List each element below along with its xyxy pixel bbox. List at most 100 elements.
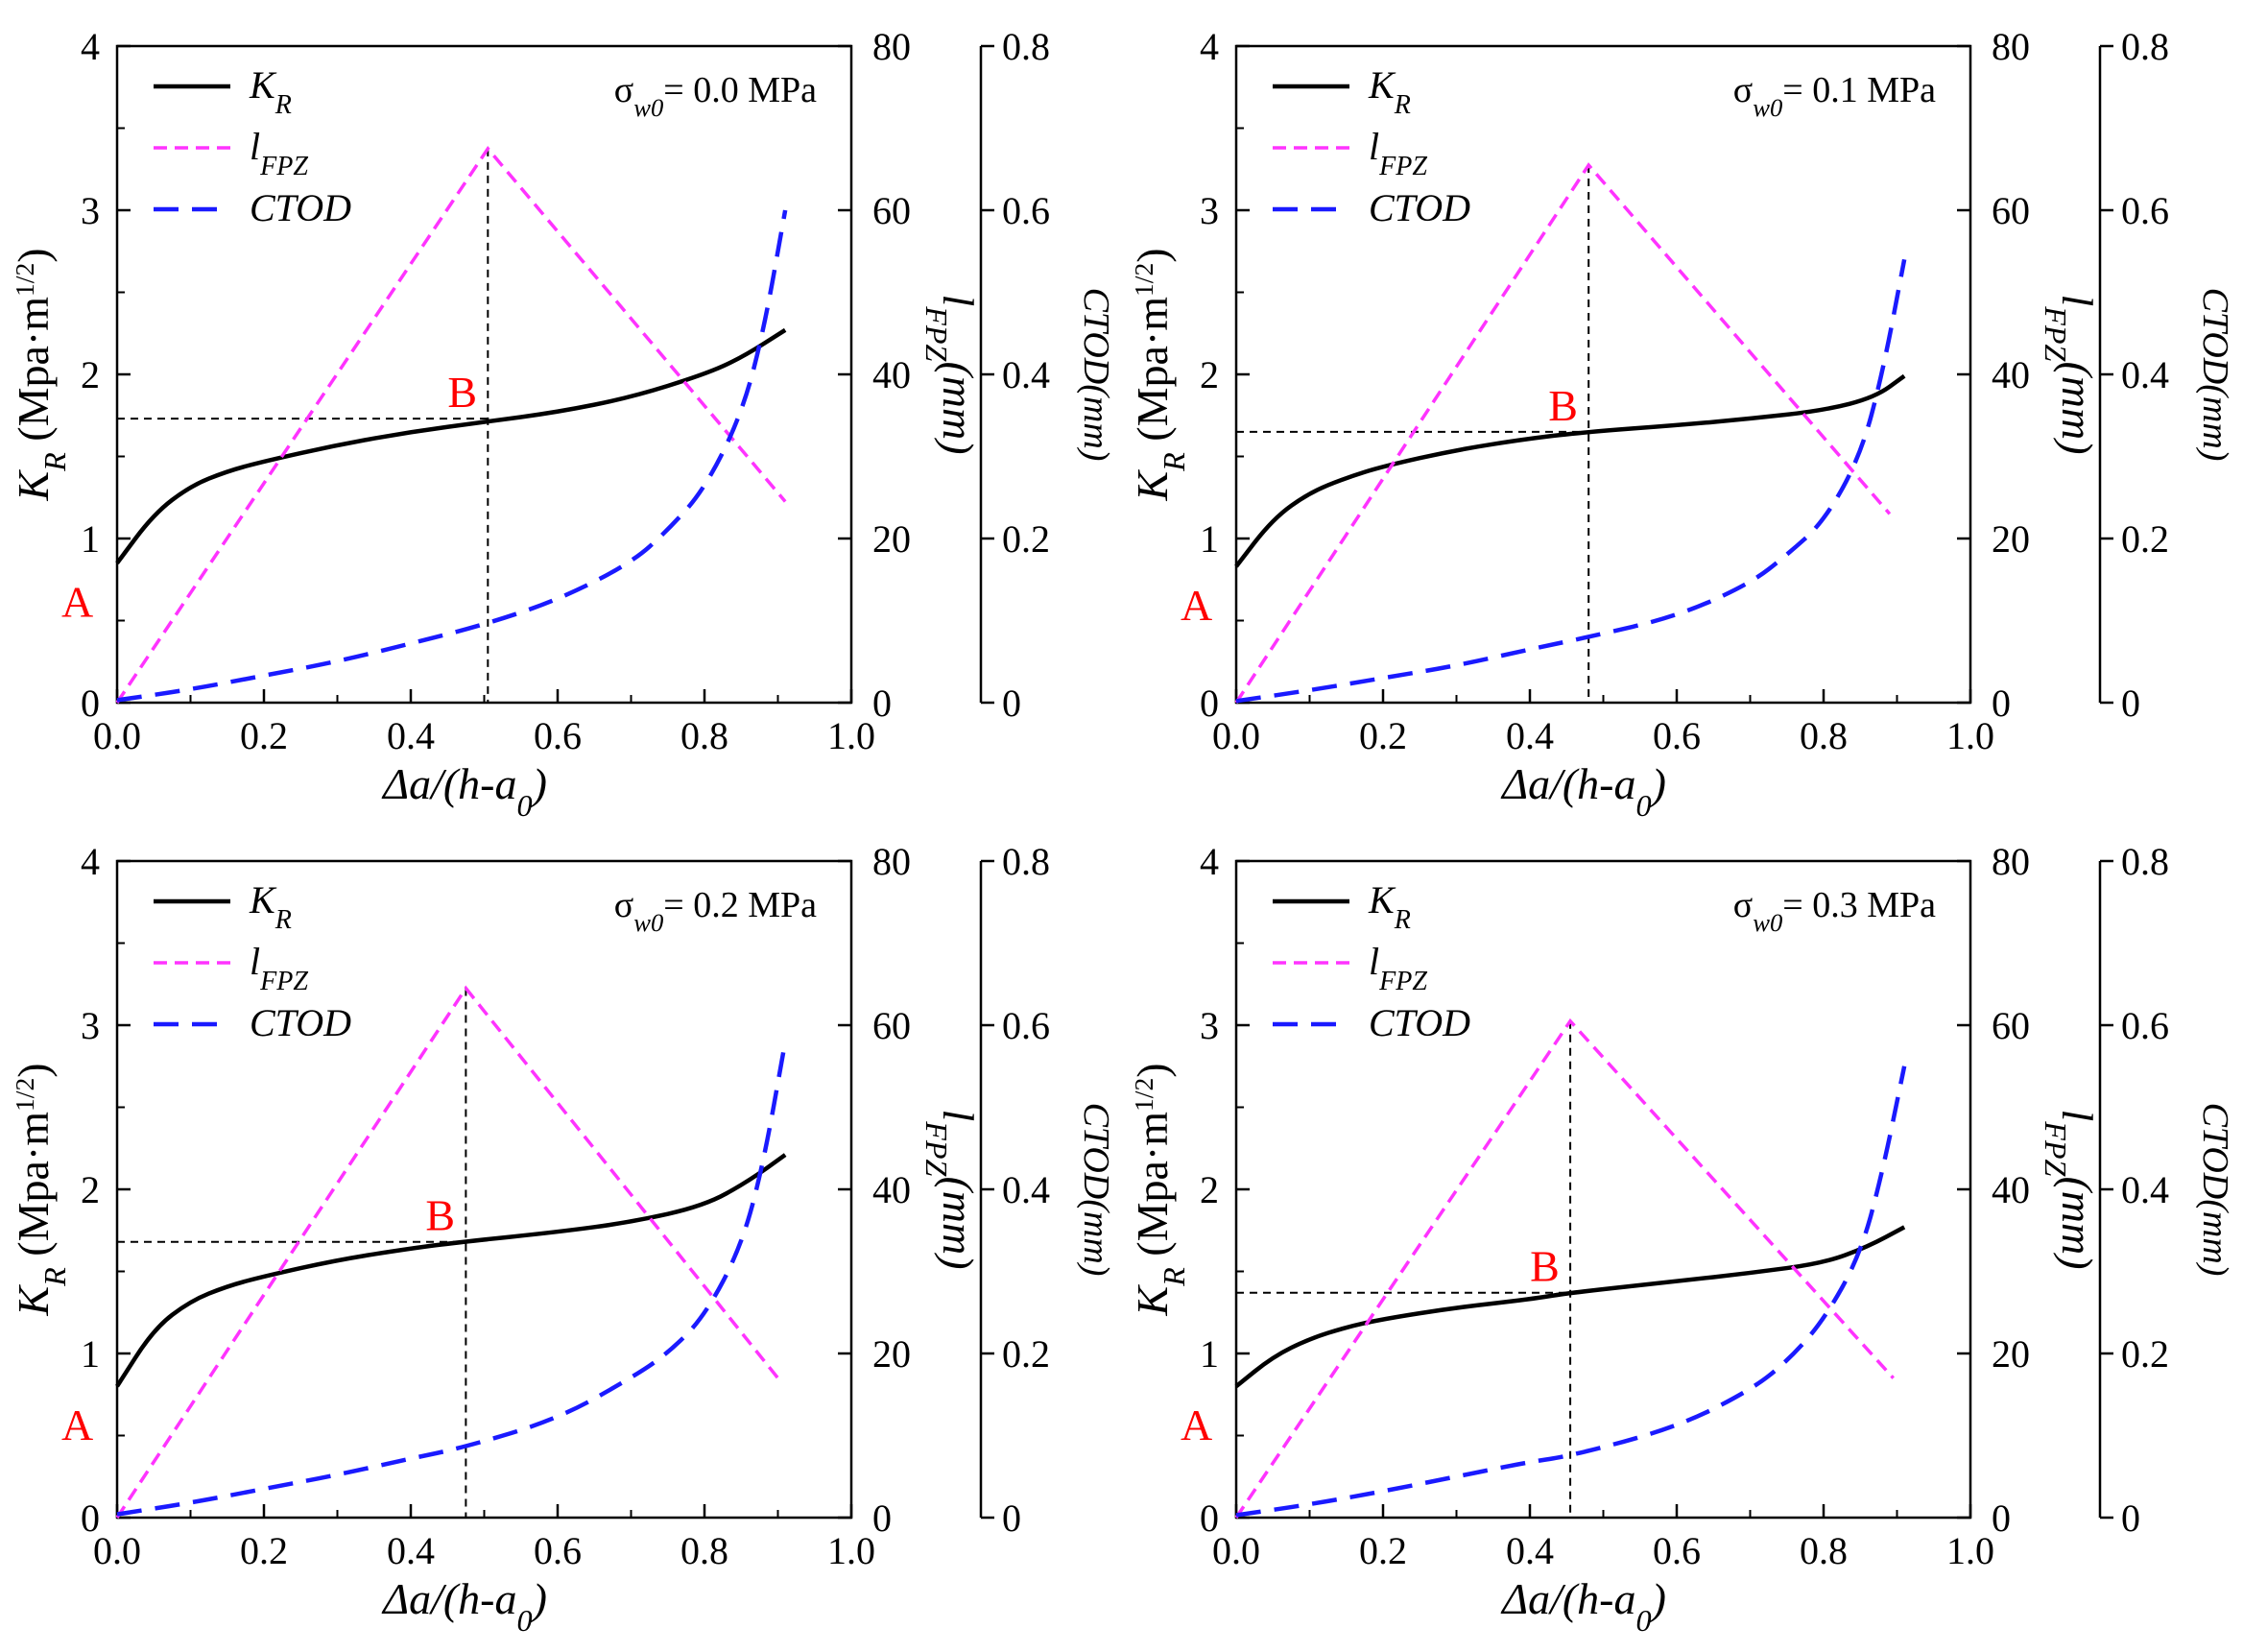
x-tick-label: 1.0 bbox=[1946, 1529, 1994, 1572]
x-tick-label: 0.0 bbox=[1212, 714, 1260, 757]
x-axis-title: Δa/(h-a0) bbox=[1500, 1574, 1666, 1638]
y2-tick-label: 60 bbox=[1992, 189, 2030, 232]
series-lfpz-line bbox=[115, 985, 779, 1519]
point-b-label: B bbox=[1548, 381, 1578, 430]
y-tick-label: 1 bbox=[1200, 517, 1219, 561]
y2-tick-label: 60 bbox=[872, 1004, 911, 1047]
series-ctod-line bbox=[116, 1041, 788, 1517]
y3-tick-label: 0.8 bbox=[2121, 25, 2169, 68]
x-tick-label: 0.8 bbox=[680, 714, 728, 757]
x-tick-label: 1.0 bbox=[827, 714, 875, 757]
y3-tick-label: 0.6 bbox=[1002, 1004, 1050, 1047]
y3-tick-label: 0 bbox=[1002, 1496, 1021, 1540]
legend-ctod-label: CTOD bbox=[250, 186, 351, 229]
y-tick-label: 2 bbox=[1200, 353, 1219, 396]
y3-tick-label: 0 bbox=[2121, 682, 2140, 725]
y3-tick-label: 0.6 bbox=[2121, 189, 2169, 232]
x-tick-label: 0.0 bbox=[93, 714, 141, 757]
y-tick-label: 3 bbox=[81, 1004, 100, 1047]
y3-tick-label: 0.8 bbox=[1002, 840, 1050, 883]
y2-tick-label: 40 bbox=[1992, 1168, 2030, 1211]
ctod-axis-title: CTOD(mm) bbox=[1076, 1103, 1116, 1277]
y2-tick-label: 40 bbox=[1992, 353, 2030, 396]
y2-tick-label: 20 bbox=[872, 1332, 911, 1376]
y-tick-label: 3 bbox=[1200, 1004, 1219, 1047]
y2-tick-label: 60 bbox=[1992, 1004, 2030, 1047]
x-tick-label: 1.0 bbox=[827, 1529, 875, 1572]
x-tick-label: 0.4 bbox=[1506, 1529, 1554, 1572]
lfpz-axis-title: lFPZ(mm) bbox=[2039, 1109, 2102, 1269]
x-tick-label: 0.6 bbox=[534, 714, 582, 757]
y-tick-label: 4 bbox=[81, 25, 100, 68]
y2-tick-label: 20 bbox=[1992, 1332, 2030, 1376]
legend-kr-label: KR bbox=[1368, 878, 1411, 935]
y-tick-label: 1 bbox=[81, 1332, 100, 1376]
point-b-label: B bbox=[447, 368, 477, 417]
x-axis-title: Δa/(h-a0) bbox=[381, 759, 547, 823]
stress-annotation: σw0= 0.0 MPa bbox=[614, 70, 817, 122]
y2-tick-label: 80 bbox=[1992, 840, 2030, 883]
series-lfpz-line bbox=[1234, 162, 1892, 704]
y-tick-label: 0 bbox=[1200, 682, 1219, 725]
y-tick-label: 3 bbox=[81, 189, 100, 232]
y3-tick-label: 0 bbox=[1002, 682, 1021, 725]
legend-ctod-label: CTOD bbox=[250, 1001, 351, 1044]
y-tick-label: 0 bbox=[81, 682, 100, 725]
lfpz-axis-title: lFPZ(mm) bbox=[919, 294, 983, 454]
y3-tick-label: 0.2 bbox=[2121, 517, 2169, 561]
series-lfpz-line bbox=[1234, 1018, 1895, 1519]
y3-tick-label: 0.6 bbox=[2121, 1004, 2169, 1047]
y3-tick-label: 0.4 bbox=[1002, 353, 1050, 396]
y-tick-label: 0 bbox=[1200, 1496, 1219, 1540]
legend-lfpz-label: lFPZ bbox=[250, 125, 308, 181]
legend-ctod-label: CTOD bbox=[1369, 186, 1470, 229]
y-tick-label: 4 bbox=[1200, 840, 1219, 883]
y-tick-label: 0 bbox=[81, 1496, 100, 1540]
y2-tick-label: 20 bbox=[872, 517, 911, 561]
x-tick-label: 0.6 bbox=[1653, 714, 1701, 757]
panel-3: 0.0 0.2 0.4 0.6 0.8 1.00123402040608000.20.40… bbox=[1128, 840, 2235, 1638]
legend-lfpz-label: lFPZ bbox=[250, 940, 308, 996]
y3-tick-label: 0.4 bbox=[2121, 353, 2169, 396]
x-axis-title: Δa/(h-a0) bbox=[1500, 759, 1666, 823]
series-lfpz-line bbox=[115, 145, 787, 704]
y3-tick-label: 0.6 bbox=[1002, 189, 1050, 232]
x-tick-label: 0.4 bbox=[387, 714, 435, 757]
x-tick-label: 1.0 bbox=[1946, 714, 1994, 757]
stress-annotation: σw0= 0.1 MPa bbox=[1733, 70, 1936, 122]
y2-tick-label: 80 bbox=[872, 840, 911, 883]
y3-tick-label: 0.2 bbox=[1002, 517, 1050, 561]
series-kr-line bbox=[1234, 1225, 1906, 1388]
x-tick-label: 0.8 bbox=[680, 1529, 728, 1572]
y2-tick-label: 40 bbox=[872, 1168, 911, 1211]
x-tick-label: 0.2 bbox=[240, 1529, 288, 1572]
x-tick-label: 0.2 bbox=[240, 714, 288, 757]
y3-tick-label: 0.2 bbox=[2121, 1332, 2169, 1376]
lfpz-axis-title: lFPZ(mm) bbox=[2039, 294, 2102, 454]
series-kr-line bbox=[115, 1153, 787, 1388]
x-tick-label: 0.0 bbox=[1212, 1529, 1260, 1572]
x-axis-title: Δa/(h-a0) bbox=[381, 1574, 547, 1638]
y2-tick-label: 0 bbox=[1992, 682, 2011, 725]
ctod-axis-title: CTOD(mm) bbox=[1076, 288, 1116, 462]
y-tick-label: 1 bbox=[81, 517, 100, 561]
y3-tick-label: 0.4 bbox=[2121, 1168, 2169, 1211]
plot-frame bbox=[1234, 44, 1972, 705]
y2-tick-label: 20 bbox=[1992, 517, 2030, 561]
legend-lfpz-label: lFPZ bbox=[1369, 940, 1427, 996]
stress-annotation: σw0= 0.3 MPa bbox=[1733, 885, 1936, 937]
legend-ctod-label: CTOD bbox=[1369, 1001, 1470, 1044]
series-kr-line bbox=[1234, 373, 1906, 568]
x-tick-label: 0.2 bbox=[1359, 714, 1407, 757]
y-axis-title: KR (Mpa·m1/2) bbox=[9, 1063, 72, 1316]
point-a-label: A bbox=[61, 1401, 93, 1449]
ctod-axis-title: CTOD(mm) bbox=[2195, 1103, 2235, 1277]
y-tick-label: 3 bbox=[1200, 189, 1219, 232]
ctod-axis-title: CTOD(mm) bbox=[2195, 288, 2235, 462]
plot-frame bbox=[115, 44, 853, 705]
y-axis-title: KR (Mpa·m1/2) bbox=[1128, 1063, 1191, 1316]
point-a-label: A bbox=[1181, 581, 1212, 630]
y2-tick-label: 0 bbox=[872, 1496, 892, 1540]
x-tick-label: 0.2 bbox=[1359, 1529, 1407, 1572]
x-tick-label: 0.0 bbox=[93, 1529, 141, 1572]
